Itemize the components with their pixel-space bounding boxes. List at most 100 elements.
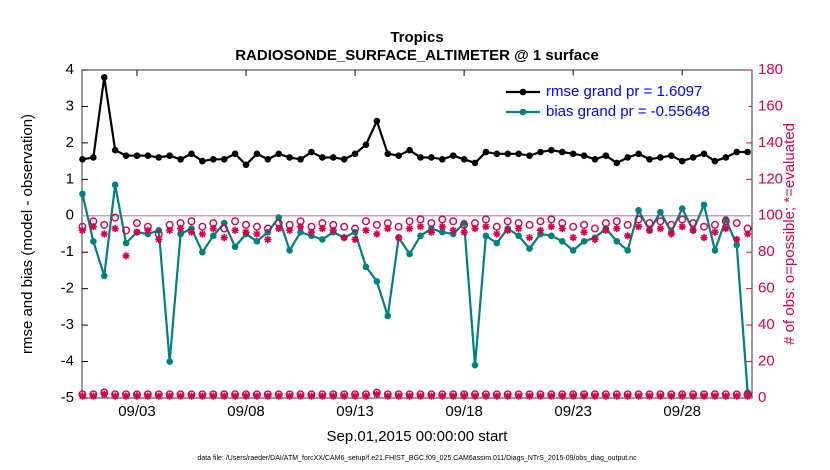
point bbox=[198, 392, 206, 400]
y2-tick-label: 100 bbox=[758, 207, 783, 224]
point bbox=[733, 392, 741, 400]
point bbox=[580, 237, 588, 245]
point bbox=[624, 232, 632, 240]
point bbox=[526, 152, 533, 159]
point bbox=[657, 208, 664, 216]
point bbox=[700, 392, 708, 400]
y-tick-label: 0 bbox=[66, 207, 74, 224]
point bbox=[166, 226, 174, 234]
point bbox=[460, 155, 468, 163]
point bbox=[580, 152, 588, 159]
point bbox=[253, 392, 261, 400]
point bbox=[395, 234, 403, 242]
point bbox=[569, 247, 577, 254]
point bbox=[493, 230, 501, 238]
point bbox=[635, 207, 642, 214]
point bbox=[547, 392, 555, 400]
point bbox=[297, 155, 304, 163]
point bbox=[373, 230, 381, 238]
point bbox=[689, 154, 697, 161]
point bbox=[264, 235, 272, 244]
point bbox=[657, 154, 664, 161]
legend-box bbox=[499, 75, 749, 131]
point bbox=[177, 155, 184, 163]
point bbox=[264, 392, 272, 400]
point bbox=[678, 157, 686, 165]
point bbox=[427, 392, 435, 400]
point bbox=[373, 117, 381, 125]
point bbox=[710, 220, 719, 229]
point bbox=[384, 312, 392, 320]
y-tick-label: 3 bbox=[66, 97, 74, 114]
point bbox=[90, 237, 97, 245]
point bbox=[602, 392, 610, 400]
point bbox=[689, 219, 698, 228]
point bbox=[526, 245, 533, 252]
point bbox=[493, 150, 501, 158]
point bbox=[558, 148, 566, 156]
point bbox=[155, 392, 163, 400]
point bbox=[558, 237, 566, 245]
point bbox=[100, 390, 108, 398]
point bbox=[733, 241, 741, 249]
point bbox=[515, 392, 523, 400]
point bbox=[656, 392, 664, 400]
point bbox=[231, 226, 239, 234]
point bbox=[100, 73, 108, 81]
point bbox=[384, 150, 392, 158]
point bbox=[613, 159, 621, 167]
x-tick-label: 09/28 bbox=[663, 403, 701, 420]
chart-subtitle: RADIOSONDE_SURFACE_ALTIMETER @ 1 surface bbox=[235, 47, 599, 64]
point bbox=[252, 222, 261, 231]
point bbox=[547, 215, 556, 224]
point bbox=[580, 392, 588, 400]
y-tick-label: 1 bbox=[66, 170, 74, 187]
point bbox=[242, 228, 250, 236]
point bbox=[405, 392, 414, 400]
point bbox=[569, 222, 578, 231]
point bbox=[406, 250, 413, 258]
point bbox=[678, 392, 686, 400]
point bbox=[187, 392, 196, 400]
point bbox=[253, 237, 261, 245]
point bbox=[100, 220, 109, 229]
point bbox=[624, 392, 632, 400]
point bbox=[417, 154, 424, 161]
point bbox=[351, 224, 360, 233]
point bbox=[122, 152, 130, 159]
point bbox=[515, 224, 523, 233]
point bbox=[427, 219, 436, 228]
point bbox=[319, 154, 326, 161]
point bbox=[569, 150, 577, 158]
point bbox=[351, 235, 359, 244]
point bbox=[340, 222, 349, 231]
point bbox=[482, 392, 490, 400]
point bbox=[329, 392, 337, 400]
point bbox=[340, 234, 348, 242]
point bbox=[613, 392, 621, 400]
y-tick-label: 2 bbox=[66, 134, 74, 151]
point bbox=[79, 190, 86, 198]
point bbox=[395, 152, 402, 159]
point bbox=[645, 392, 654, 400]
point bbox=[231, 392, 239, 400]
point bbox=[253, 230, 261, 238]
point bbox=[416, 215, 425, 224]
point bbox=[384, 392, 392, 400]
point bbox=[602, 226, 610, 234]
point bbox=[525, 392, 534, 400]
point bbox=[132, 219, 141, 228]
point bbox=[569, 392, 577, 400]
point bbox=[373, 390, 381, 398]
point bbox=[515, 232, 522, 240]
point bbox=[645, 219, 654, 228]
point bbox=[231, 217, 240, 226]
point bbox=[580, 228, 588, 236]
point bbox=[405, 224, 414, 233]
point bbox=[700, 222, 709, 231]
point bbox=[111, 213, 120, 222]
legend-label: rmse grand pr = 1.6097 bbox=[546, 83, 702, 100]
point bbox=[624, 154, 631, 161]
point bbox=[700, 201, 708, 209]
point bbox=[209, 155, 217, 163]
